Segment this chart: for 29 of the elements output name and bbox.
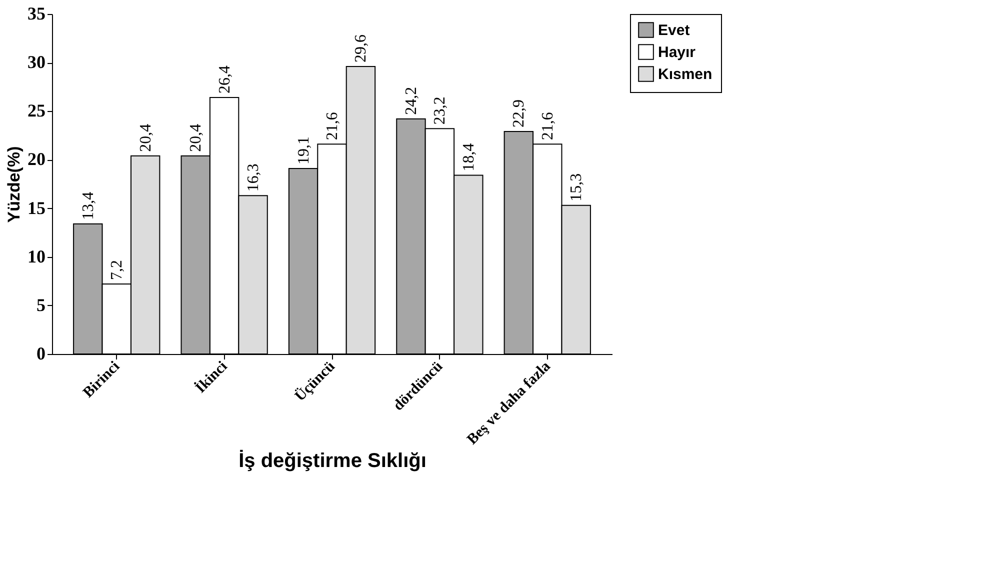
legend-label: Evet [658, 22, 690, 39]
data-label: 20,4 [188, 124, 205, 152]
data-label: 29,6 [352, 34, 370, 62]
y-tick-label: 20 [28, 149, 46, 170]
y-tick-label: 25 [28, 100, 46, 121]
data-label: 18,4 [460, 143, 478, 172]
x-axis-title: İş değiştirme Sıklığı [238, 449, 426, 472]
data-label: 23,2 [432, 96, 449, 125]
y-tick-label: 5 [36, 294, 46, 315]
legend-label: Hayır [658, 44, 696, 61]
data-label: 15,3 [568, 173, 586, 202]
y-tick-label: 10 [28, 246, 46, 266]
y-axis-title: Yüzde(%) [4, 146, 24, 223]
y-tick-label: 0 [36, 344, 46, 364]
data-label: 13,4 [80, 192, 97, 220]
x-tick-label: Beş ve daha fazla [464, 358, 554, 448]
data-label: 22,9 [510, 100, 528, 128]
data-label: 19,1 [295, 136, 312, 164]
data-label: 16,3 [245, 164, 262, 192]
data-label: 7,2 [108, 260, 126, 280]
legend-label: Kısmen [658, 66, 712, 83]
data-label: 20,4 [137, 124, 154, 152]
data-label: 21,6 [324, 112, 341, 140]
data-label: 26,4 [216, 66, 234, 94]
data-label: 24,2 [402, 86, 420, 115]
y-tick-label: 30 [28, 52, 46, 72]
y-tick-label: 35 [28, 4, 46, 24]
y-tick-label: 15 [28, 198, 46, 218]
data-label: 21,6 [539, 112, 556, 140]
